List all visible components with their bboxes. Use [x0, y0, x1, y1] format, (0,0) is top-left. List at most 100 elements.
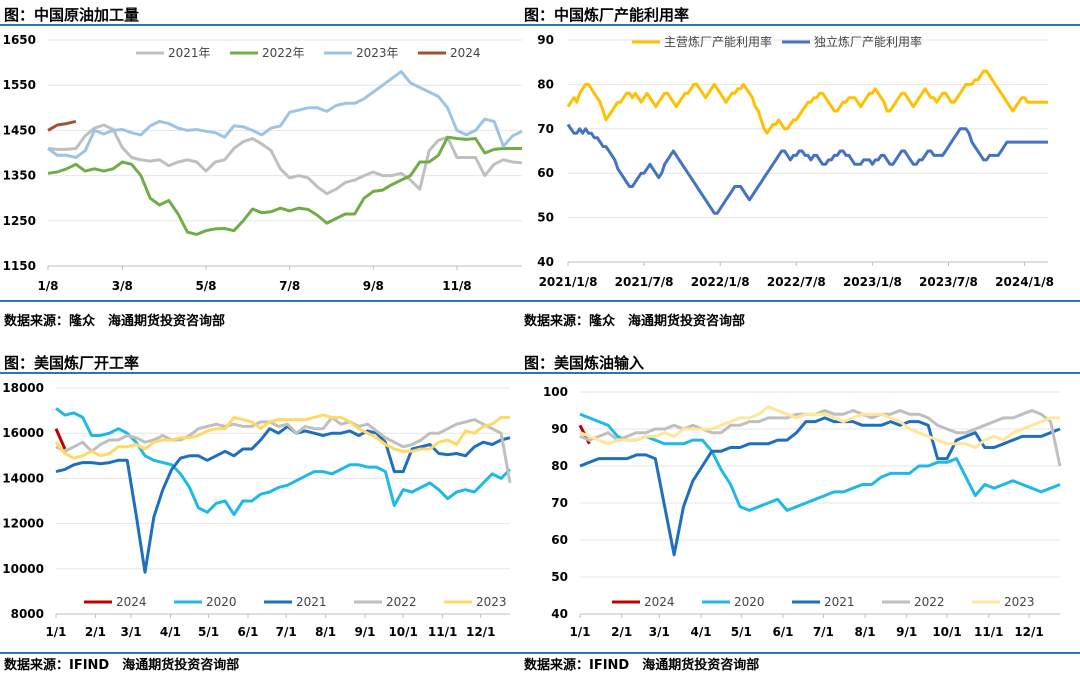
x-tick-label: 12/1	[1014, 625, 1043, 639]
panel-us-refinery-runs: 图：美国炼厂开工率 8000 10000 12000 14000 16000 18000 1…	[0, 338, 540, 676]
series-line-2022	[55, 415, 512, 484]
x-tick-label: 1/8	[37, 279, 58, 293]
legend-label: 2021	[296, 595, 327, 609]
x-tick-label: 7/8	[279, 279, 300, 293]
x-tick-label: 6/1	[772, 625, 793, 639]
chart-us-refinery-runs: 8000 10000 12000 14000 16000 18000 1/1 2/1 3/1 4/…	[2, 381, 512, 639]
y-tick-label: 100	[543, 385, 568, 399]
chart-china-refinery-utilization: 40 50 60 70 80 90 2021/1/8 2021/7/8 2022/1/8 2022…	[537, 33, 1054, 289]
x-tick-label: 2023/7/8	[919, 275, 978, 289]
y-tick-label: 70	[551, 496, 568, 510]
series-line-2021年	[47, 123, 523, 196]
x-tick-label: 7/1	[813, 625, 834, 639]
y-tick-label: 50	[537, 211, 554, 225]
x-tick-label: 1/1	[45, 625, 66, 639]
y-tick-label: 1550	[3, 78, 36, 92]
title-divider	[524, 24, 1080, 26]
legend-label: 2021	[824, 595, 855, 609]
x-tick-label: 8/1	[855, 625, 876, 639]
legend-label: 2020	[734, 595, 765, 609]
title-divider	[524, 372, 1080, 374]
legend-label: 独立炼厂产能利用率	[814, 34, 922, 49]
chart-source: 数据来源：IFIND 海通期货投资咨询部	[4, 658, 240, 673]
y-tick-label: 50	[551, 570, 568, 584]
series-line-2023	[579, 405, 1060, 449]
x-tick-label: 2023/1/8	[843, 275, 902, 289]
x-tick-label: 9/8	[363, 279, 384, 293]
x-tick-label: 2022/7/8	[767, 275, 826, 289]
x-tick-label: 6/1	[237, 625, 258, 639]
legend-label: 2023	[476, 595, 507, 609]
y-tick-label: 12000	[2, 517, 44, 531]
series-line-2022年	[47, 135, 522, 236]
legend-label: 2023	[1004, 595, 1035, 609]
chart-title: 图：中国炼厂产能利用率	[524, 6, 690, 24]
y-tick-label: 40	[537, 255, 554, 269]
x-tick-label: 10/1	[932, 625, 961, 639]
legend-label: 2022	[386, 595, 417, 609]
x-tick-label: 2/1	[611, 625, 632, 639]
x-tick-label: 2022/1/8	[691, 275, 750, 289]
series-line-2021	[55, 424, 511, 574]
legend-label: 2024	[116, 595, 147, 609]
chart-title: 图：中国原油加工量	[4, 6, 140, 24]
x-tick-label: 11/1	[428, 625, 457, 639]
y-tick-label: 1350	[3, 169, 36, 183]
source-divider	[0, 300, 540, 302]
y-tick-label: 90	[537, 33, 554, 47]
y-tick-label: 1150	[3, 259, 36, 273]
panel-us-refinery-input: 图：美国炼油输入 40 50 60 70 80 90 100 1/1 2/1 3/1 4/1 5/1 6…	[524, 338, 1080, 676]
chart-source: 数据来源：IFIND 海通期货投资咨询部	[524, 658, 760, 673]
y-tick-label: 1250	[3, 214, 36, 228]
chart-us-refinery-input: 40 50 60 70 80 90 100 1/1 2/1 3/1 4/1 5/1 6/1 7/1 8/1 9…	[543, 385, 1062, 639]
chart-title: 图：美国炼厂开工率	[4, 354, 140, 372]
x-tick-label: 2024/1/8	[995, 275, 1054, 289]
y-tick-label: 60	[551, 533, 568, 547]
x-tick-label: 4/1	[160, 625, 181, 639]
x-tick-label: 8/1	[315, 625, 336, 639]
x-tick-label: 9/1	[354, 625, 375, 639]
chart-china-crude-throughput: 1150 1250 1350 1450 1550 1650 1/8 3/8 5/8 7/8 9/8 1…	[3, 33, 523, 293]
legend-label: 2021年	[168, 46, 211, 60]
x-tick-label: 5/1	[198, 625, 219, 639]
source-divider	[524, 300, 1080, 302]
series-line-2024	[47, 119, 77, 132]
y-tick-label: 14000	[2, 471, 44, 485]
y-tick-label: 60	[537, 166, 554, 180]
x-tick-label: 11/8	[442, 279, 471, 293]
x-tick-label: 4/1	[690, 625, 711, 639]
chart-source: 数据来源：隆众 海通期货投资咨询部	[4, 314, 226, 329]
x-tick-label: 2021/7/8	[615, 275, 674, 289]
legend-label: 2023年	[356, 46, 399, 60]
panel-china-refinery-utilization: 图：中国炼厂产能利用率 40 50 60 70 80 90 2021/1/8 2021/7/8…	[524, 0, 1080, 338]
x-tick-label: 2021/1/8	[539, 275, 598, 289]
y-tick-label: 16000	[2, 426, 44, 440]
x-tick-label: 9/1	[896, 625, 917, 639]
title-divider	[0, 24, 540, 26]
y-tick-label: 18000	[2, 381, 44, 395]
y-tick-label: 40	[551, 607, 568, 621]
y-tick-label: 1450	[3, 123, 36, 137]
x-tick-label: 3/1	[649, 625, 670, 639]
legend-label: 主营炼厂产能利用率	[664, 34, 772, 49]
y-tick-label: 8000	[11, 607, 44, 621]
series-line-主营炼厂产能利用率	[566, 69, 1048, 135]
series-line-2024	[54, 428, 67, 450]
x-tick-label: 5/8	[195, 279, 216, 293]
y-tick-label: 10000	[2, 562, 44, 576]
panel-china-crude-throughput: 图：中国原油加工量 1150 1250 1350 1450 1550 1650 1/8 3/8…	[0, 0, 540, 338]
legend-label: 2020	[206, 595, 237, 609]
x-tick-label: 1/1	[569, 625, 590, 639]
x-tick-label: 3/1	[120, 625, 141, 639]
x-tick-label: 2/1	[85, 625, 106, 639]
chart-source: 数据来源：隆众 海通期货投资咨询部	[524, 314, 746, 329]
y-tick-label: 1650	[3, 33, 36, 47]
legend-label: 2024	[644, 595, 675, 609]
y-tick-label: 70	[537, 122, 554, 136]
x-tick-label: 10/1	[388, 625, 417, 639]
legend-label: 2022	[914, 595, 945, 609]
y-tick-label: 90	[551, 422, 568, 436]
y-tick-label: 80	[537, 77, 554, 91]
title-divider	[0, 372, 540, 374]
series-line-2023年	[47, 70, 523, 159]
